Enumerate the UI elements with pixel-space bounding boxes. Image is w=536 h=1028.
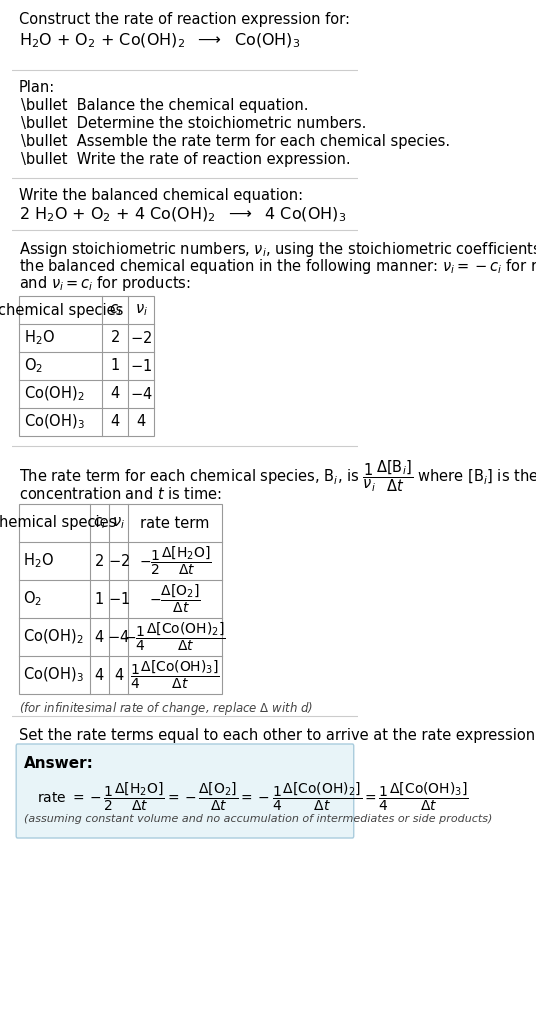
Text: Co(OH)$_2$: Co(OH)$_2$ xyxy=(23,628,83,647)
Text: $\nu_i$: $\nu_i$ xyxy=(112,515,125,530)
Text: 4: 4 xyxy=(137,414,146,430)
Text: Co(OH)$_2$: Co(OH)$_2$ xyxy=(24,384,85,403)
Text: $-$4: $-$4 xyxy=(107,629,130,645)
Text: the balanced chemical equation in the following manner: $\nu_i = -c_i$ for react: the balanced chemical equation in the fo… xyxy=(19,257,536,276)
Text: $c_i$: $c_i$ xyxy=(93,515,106,530)
Text: rate term: rate term xyxy=(140,515,210,530)
Text: rate $= -\dfrac{1}{2}\dfrac{\Delta[\mathrm{H_2O}]}{\Delta t} = -\dfrac{\Delta[\m: rate $= -\dfrac{1}{2}\dfrac{\Delta[\math… xyxy=(37,781,468,813)
Text: $-\dfrac{1}{2}\dfrac{\Delta[\mathrm{H_2O}]}{\Delta t}$: $-\dfrac{1}{2}\dfrac{\Delta[\mathrm{H_2O… xyxy=(139,545,211,577)
Text: $\nu_i$: $\nu_i$ xyxy=(135,302,147,318)
Text: Set the rate terms equal to each other to arrive at the rate expression:: Set the rate terms equal to each other t… xyxy=(19,728,536,743)
Text: chemical species: chemical species xyxy=(0,515,117,530)
Text: $-$4: $-$4 xyxy=(130,386,152,402)
Text: Answer:: Answer: xyxy=(24,756,94,771)
FancyBboxPatch shape xyxy=(16,744,354,838)
Text: Assign stoichiometric numbers, $\nu_i$, using the stoichiometric coefficients, $: Assign stoichiometric numbers, $\nu_i$, … xyxy=(19,240,536,259)
Text: Co(OH)$_3$: Co(OH)$_3$ xyxy=(24,413,85,431)
Text: 4: 4 xyxy=(111,387,120,402)
Bar xyxy=(19,504,222,694)
Text: Construct the rate of reaction expression for:: Construct the rate of reaction expressio… xyxy=(19,12,350,27)
Text: $\dfrac{1}{4}\dfrac{\Delta[\mathrm{Co(OH)_3}]}{\Delta t}$: $\dfrac{1}{4}\dfrac{\Delta[\mathrm{Co(OH… xyxy=(130,659,220,691)
Text: 4: 4 xyxy=(114,667,123,683)
Text: 1: 1 xyxy=(111,359,120,373)
Text: $c_i$: $c_i$ xyxy=(109,302,122,318)
Text: \bullet  Write the rate of reaction expression.: \bullet Write the rate of reaction expre… xyxy=(21,152,351,167)
Text: $-$1: $-$1 xyxy=(130,358,152,374)
Text: 4: 4 xyxy=(111,414,120,430)
Text: (for infinitesimal rate of change, replace $\Delta$ with $d$): (for infinitesimal rate of change, repla… xyxy=(19,700,313,717)
Text: H$_2$O: H$_2$O xyxy=(24,329,55,347)
Text: 2: 2 xyxy=(94,553,104,568)
Text: $-$1: $-$1 xyxy=(108,591,130,607)
Text: Plan:: Plan: xyxy=(19,80,55,95)
Text: $-\dfrac{\Delta[\mathrm{O_2}]}{\Delta t}$: $-\dfrac{\Delta[\mathrm{O_2}]}{\Delta t}… xyxy=(149,583,201,615)
Text: and $\nu_i = c_i$ for products:: and $\nu_i = c_i$ for products: xyxy=(19,274,190,293)
Text: 4: 4 xyxy=(95,667,104,683)
Text: O$_2$: O$_2$ xyxy=(24,357,43,375)
Text: $-$2: $-$2 xyxy=(130,330,152,346)
Text: H$_2$O + O$_2$ + Co(OH)$_2$  $\longrightarrow$  Co(OH)$_3$: H$_2$O + O$_2$ + Co(OH)$_2$ $\longrighta… xyxy=(19,32,300,50)
Text: \bullet  Determine the stoichiometric numbers.: \bullet Determine the stoichiometric num… xyxy=(21,116,367,131)
Text: $-\dfrac{1}{4}\dfrac{\Delta[\mathrm{Co(OH)_2}]}{\Delta t}$: $-\dfrac{1}{4}\dfrac{\Delta[\mathrm{Co(O… xyxy=(124,621,226,653)
Text: Co(OH)$_3$: Co(OH)$_3$ xyxy=(23,666,84,685)
Text: 2: 2 xyxy=(111,330,120,345)
Text: O$_2$: O$_2$ xyxy=(23,590,42,609)
Text: 2 H$_2$O + O$_2$ + 4 Co(OH)$_2$  $\longrightarrow$  4 Co(OH)$_3$: 2 H$_2$O + O$_2$ + 4 Co(OH)$_2$ $\longri… xyxy=(19,206,346,224)
Text: concentration and $t$ is time:: concentration and $t$ is time: xyxy=(19,486,222,502)
Text: 1: 1 xyxy=(95,591,104,607)
Text: 4: 4 xyxy=(95,629,104,645)
Text: The rate term for each chemical species, B$_i$, is $\dfrac{1}{\nu_i}\dfrac{\Delt: The rate term for each chemical species,… xyxy=(19,458,536,493)
Bar xyxy=(19,296,154,436)
Text: H$_2$O: H$_2$O xyxy=(23,552,54,571)
Text: $-$2: $-$2 xyxy=(108,553,130,570)
Text: Write the balanced chemical equation:: Write the balanced chemical equation: xyxy=(19,188,303,203)
Text: (assuming constant volume and no accumulation of intermediates or side products): (assuming constant volume and no accumul… xyxy=(24,814,492,824)
Text: \bullet  Balance the chemical equation.: \bullet Balance the chemical equation. xyxy=(21,98,309,113)
Text: \bullet  Assemble the rate term for each chemical species.: \bullet Assemble the rate term for each … xyxy=(21,134,450,149)
Text: chemical species: chemical species xyxy=(0,302,123,318)
